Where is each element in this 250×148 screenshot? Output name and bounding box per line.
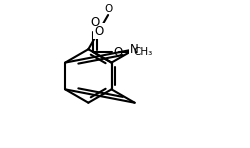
Text: O: O	[90, 16, 100, 29]
Text: CH₃: CH₃	[133, 47, 152, 57]
Text: O: O	[113, 46, 122, 59]
Text: O: O	[94, 25, 103, 38]
Text: N: N	[130, 43, 139, 56]
Text: O: O	[104, 4, 112, 14]
